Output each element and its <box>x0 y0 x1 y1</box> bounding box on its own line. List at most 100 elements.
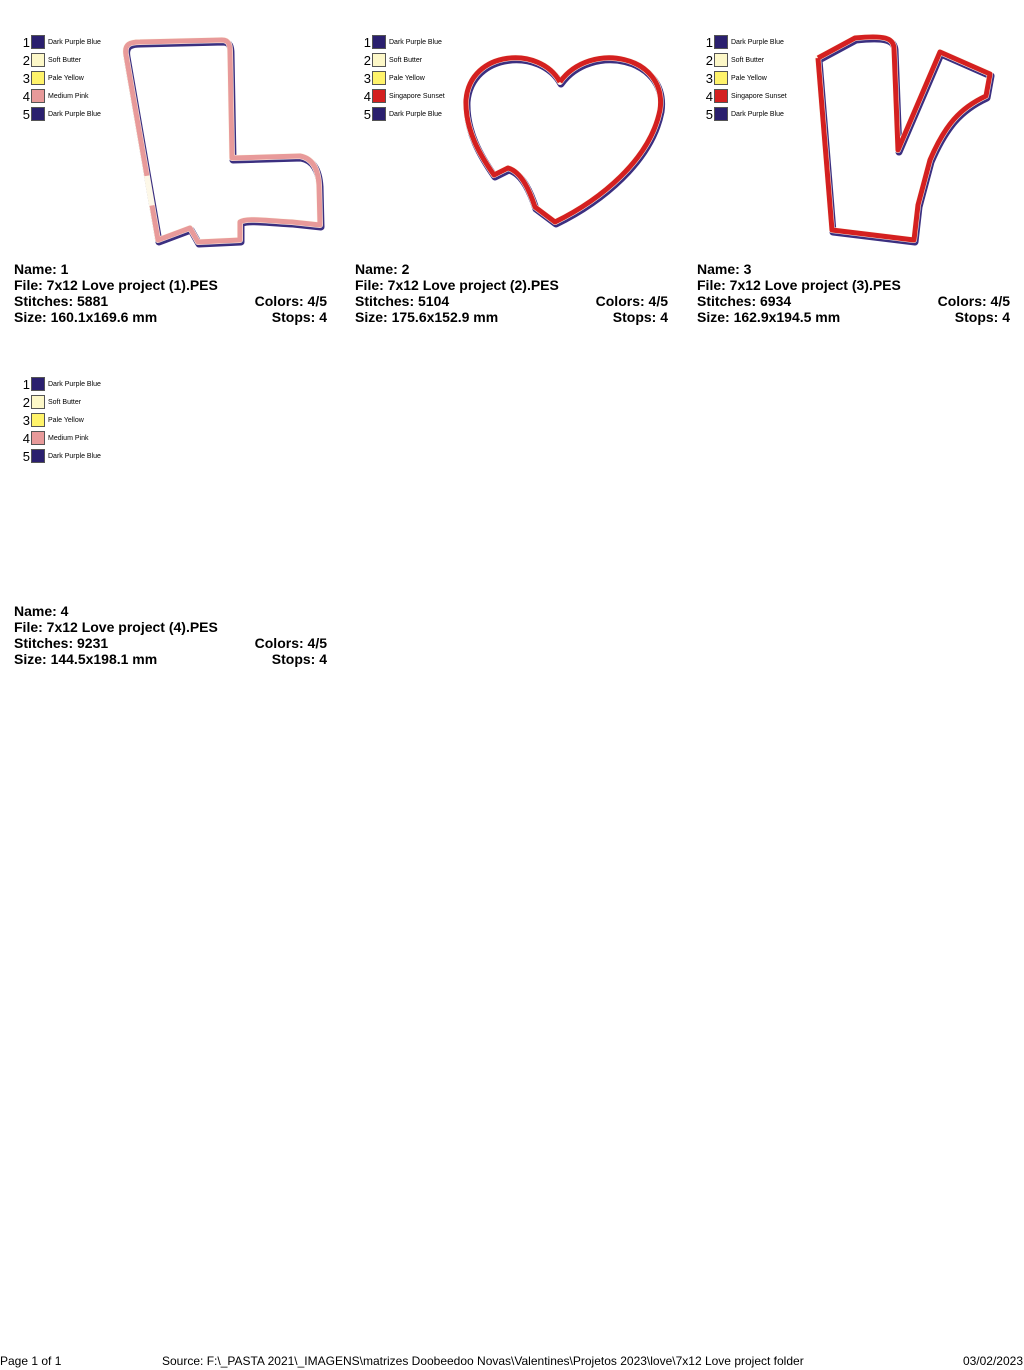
legend-number: 3 <box>705 70 713 86</box>
color-swatch <box>714 53 728 67</box>
legend-number: 4 <box>22 430 30 446</box>
legend-color-name: Singapore Sunset <box>731 92 787 100</box>
legend-item: 2 Soft Butter <box>361 51 445 69</box>
legend-item: 4 Medium Pink <box>20 429 101 447</box>
color-swatch <box>372 89 386 103</box>
color-swatch <box>714 107 728 121</box>
legend-item: 4 Medium Pink <box>20 87 101 105</box>
legend-color-name: Dark Purple Blue <box>389 110 442 118</box>
legend-number: 4 <box>363 88 371 104</box>
design-preview <box>815 33 995 246</box>
legend-item: 3 Pale Yellow <box>20 69 101 87</box>
design-card: 1 Dark Purple Blue 2 Soft Butter 3 Pale Yello… <box>355 25 685 355</box>
legend-number: 1 <box>363 34 371 50</box>
color-count: Colors: 4/5 <box>254 293 327 309</box>
design-info: Name: 2 File: 7x12 Love project (2).PES … <box>355 261 668 325</box>
legend-number: 2 <box>22 52 30 68</box>
color-swatch <box>714 89 728 103</box>
legend-color-name: Soft Butter <box>731 56 765 64</box>
legend-item: 1 Dark Purple Blue <box>361 33 445 51</box>
legend-item: 3 Pale Yellow <box>703 69 787 87</box>
stitch-count: Stitches: 6934 <box>697 293 792 309</box>
legend-item: 5 Dark Purple Blue <box>703 105 787 123</box>
design-name: Name: 3 <box>697 261 752 277</box>
color-swatch <box>714 35 728 49</box>
color-swatch <box>372 35 386 49</box>
design-file: File: 7x12 Love project (4).PES <box>14 619 218 635</box>
legend-item: 2 Soft Butter <box>20 393 101 411</box>
color-count: Colors: 4/5 <box>254 635 327 651</box>
stop-count: Stops: 4 <box>271 651 327 667</box>
legend-number: 1 <box>22 34 30 50</box>
legend-item: 1 Dark Purple Blue <box>20 375 101 393</box>
color-swatch <box>31 35 45 49</box>
design-file: File: 7x12 Love project (1).PES <box>14 277 218 293</box>
design-info: Name: 1 File: 7x12 Love project (1).PES … <box>14 261 327 325</box>
stitch-count: Stitches: 5104 <box>355 293 450 309</box>
legend-color-name: Soft Butter <box>48 56 82 64</box>
legend-number: 3 <box>22 412 30 428</box>
legend-number: 2 <box>705 52 713 68</box>
legend-color-name: Dark Purple Blue <box>48 452 101 460</box>
legend-item: 3 Pale Yellow <box>361 69 445 87</box>
legend-number: 2 <box>22 394 30 410</box>
legend-color-name: Pale Yellow <box>48 74 84 82</box>
legend-color-name: Pale Yellow <box>48 416 84 424</box>
legend-number: 2 <box>363 52 371 68</box>
legend-color-name: Pale Yellow <box>731 74 767 82</box>
legend-number: 3 <box>363 70 371 86</box>
design-name: Name: 4 <box>14 603 69 619</box>
legend-item: 4 Singapore Sunset <box>703 87 787 105</box>
legend-number: 5 <box>705 106 713 122</box>
color-swatch <box>372 53 386 67</box>
design-size: Size: 160.1x169.6 mm <box>14 309 158 325</box>
outline-stitch <box>463 56 665 228</box>
color-legend: 1 Dark Purple Blue 2 Soft Butter 3 Pale Yello… <box>361 33 445 123</box>
legend-item: 1 Dark Purple Blue <box>703 33 787 51</box>
legend-number: 5 <box>22 448 30 464</box>
source-path: Source: F:\_PASTA 2021\_IMAGENS\matrizes… <box>162 1354 804 1368</box>
design-info: Name: 4 File: 7x12 Love project (4).PES … <box>14 603 327 667</box>
legend-item: 1 Dark Purple Blue <box>20 33 101 51</box>
legend-number: 4 <box>22 88 30 104</box>
legend-item: 4 Singapore Sunset <box>361 87 445 105</box>
design-file: File: 7x12 Love project (3).PES <box>697 277 901 293</box>
legend-item: 2 Soft Butter <box>20 51 101 69</box>
legend-number: 3 <box>22 70 30 86</box>
color-swatch <box>31 89 45 103</box>
legend-item: 5 Dark Purple Blue <box>20 105 101 123</box>
legend-number: 1 <box>22 376 30 392</box>
legend-color-name: Soft Butter <box>389 56 423 64</box>
stop-count: Stops: 4 <box>954 309 1010 325</box>
color-swatch <box>31 377 45 391</box>
color-legend: 1 Dark Purple Blue 2 Soft Butter 3 Pale Yello… <box>20 375 101 465</box>
legend-color-name: Soft Butter <box>48 398 82 406</box>
design-name: Name: 1 <box>14 261 69 277</box>
legend-color-name: Singapore Sunset <box>389 92 445 100</box>
design-name: Name: 2 <box>355 261 410 277</box>
design-file: File: 7x12 Love project (2).PES <box>355 277 559 293</box>
satin-stitch <box>463 55 663 225</box>
color-swatch <box>31 107 45 121</box>
color-swatch <box>31 413 45 427</box>
legend-item: 3 Pale Yellow <box>20 411 101 429</box>
legend-color-name: Pale Yellow <box>389 74 425 82</box>
color-swatch <box>31 71 45 85</box>
design-card: 1 Dark Purple Blue 2 Soft Butter 3 Pale Yello… <box>697 25 1024 355</box>
design-card: 1 Dark Purple Blue 2 Soft Butter 3 Pale Yello… <box>14 25 344 355</box>
legend-item: 5 Dark Purple Blue <box>20 447 101 465</box>
design-size: Size: 162.9x194.5 mm <box>697 309 841 325</box>
legend-item: 5 Dark Purple Blue <box>361 105 445 123</box>
legend-number: 5 <box>22 106 30 122</box>
legend-color-name: Medium Pink <box>48 434 89 442</box>
satin-stitch <box>815 34 993 243</box>
color-swatch <box>372 71 386 85</box>
color-count: Colors: 4/5 <box>937 293 1010 309</box>
color-swatch <box>714 71 728 85</box>
legend-color-name: Dark Purple Blue <box>731 38 784 46</box>
placement-stitch <box>462 54 664 225</box>
design-preview <box>462 54 665 228</box>
color-swatch <box>31 431 45 445</box>
legend-item: 2 Soft Butter <box>703 51 787 69</box>
legend-number: 5 <box>363 106 371 122</box>
